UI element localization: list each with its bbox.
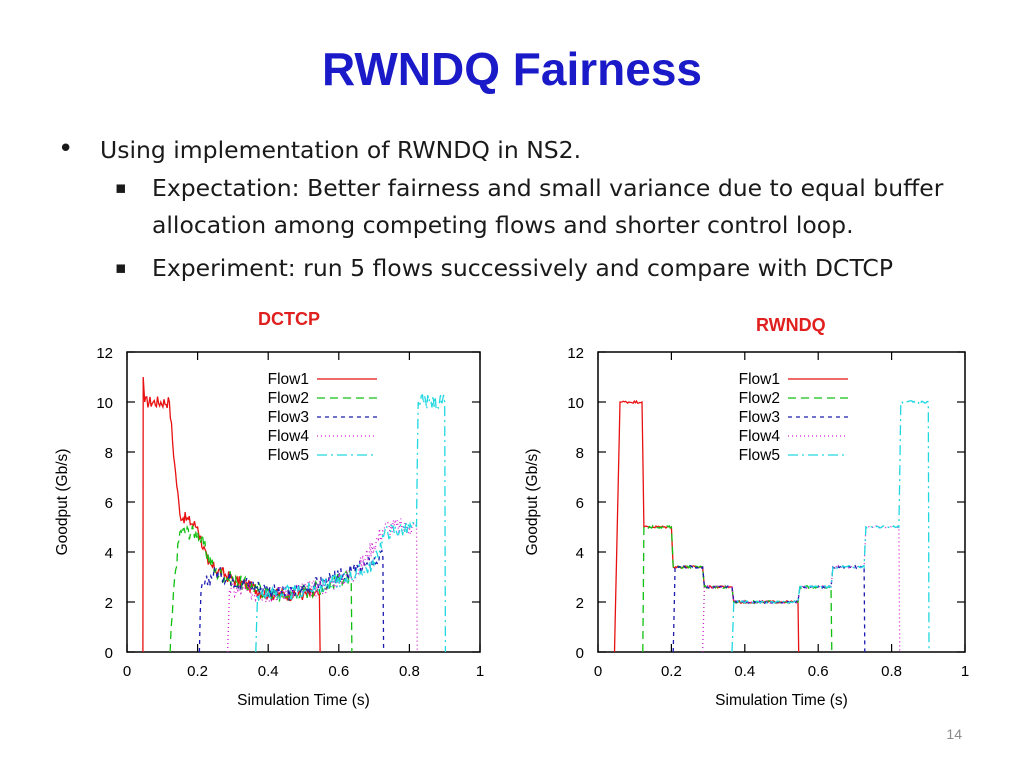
x-tick-label: 0.4 [258,663,279,680]
series-line-flow4 [701,525,901,652]
x-tick-label: 0.6 [328,663,349,680]
rwndq-goodput-chart: 0 2 4 6 8 10 12 0 0.2 0.4 0.6 0.8 1 Simulation Time (… [524,345,969,709]
bullet-text: Using implementation of RWNDQ in NS2. [100,136,582,164]
x-tick-label: 0.8 [399,663,420,680]
page-number: 14 [946,726,962,742]
x-tick-label: 0.8 [881,663,902,680]
x-axis-label: Simulation Time (s) [237,692,370,709]
bullet-list: • Using implementation of RWNDQ in NS2. … [58,134,1018,293]
legend-label: Flow5 [739,447,780,464]
y-tick-label: 4 [105,545,113,562]
x-tick-label: 0 [594,663,602,680]
series-line-flow1 [142,376,321,652]
bullet-square: ▪ [115,178,127,198]
series-line-flow2 [169,524,353,652]
x-tick-label: 1 [961,663,969,680]
y-tick-label: 2 [576,595,584,612]
y-tick-label: 8 [576,445,584,462]
legend-label: Flow2 [268,390,309,407]
legend-label: Flow4 [739,428,781,445]
y-tick-label: 12 [96,345,113,362]
legend-label: Flow3 [739,409,780,426]
x-axis-label: Simulation Time (s) [715,692,848,709]
x-tick-label: 0.2 [661,663,682,680]
y-tick-label: 0 [576,645,584,662]
x-tick-label: 0.2 [187,663,208,680]
plot-frame [597,351,966,653]
sub-bullet-item: ▪ Experiment: run 5 flows successively a… [58,250,1018,287]
y-tick-label: 6 [105,495,113,512]
y-tick-label: 0 [105,645,113,662]
x-tick-label: 0.6 [808,663,829,680]
series-line-flow5 [255,394,447,652]
bullet-text: Experiment: run 5 flows successively and… [152,254,893,282]
legend-label: Flow1 [739,371,780,388]
bullet-text: Expectation: Better fairness and small v… [152,174,944,239]
bullet-dot: • [58,134,74,164]
y-tick-label: 10 [567,395,584,412]
slide-title: RWNDQ Fairness [321,43,703,95]
chart-title-dctcp: DCTCP [258,309,320,329]
bullet-item: • Using implementation of RWNDQ in NS2. [58,134,1018,164]
y-tick-label: 10 [96,395,113,412]
series-line-flow5 [731,399,930,652]
legend-label: Flow2 [739,390,780,407]
sub-bullet-item: ▪ Expectation: Better fairness and small… [58,170,1018,244]
legend-label: Flow5 [268,447,309,464]
x-tick-label: 0 [123,663,131,680]
x-tick-label: 1 [476,663,484,680]
chart-title-rwndq: RWNDQ [756,315,826,335]
y-tick-label: 4 [576,545,584,562]
series-line-flow3 [672,564,866,652]
y-axis-label: Goodput (Gb/s) [54,449,71,556]
legend-label: Flow3 [268,409,309,426]
y-tick-label: 6 [576,495,584,512]
bullet-square: ▪ [115,258,127,278]
y-tick-label: 2 [105,595,113,612]
series-line-flow2 [642,524,833,652]
legend-label: Flow4 [268,428,310,445]
series-line-flow3 [198,549,385,652]
y-tick-label: 12 [567,345,584,362]
x-tick-label: 0.4 [734,663,755,680]
legend-label: Flow1 [268,371,309,388]
dctcp-goodput-chart: 0 2 4 6 8 10 12 0 0.2 0.4 0.6 0.8 1 Simulation Time (… [54,345,484,709]
y-axis-label: Goodput (Gb/s) [524,449,541,556]
y-tick-label: 8 [105,445,113,462]
